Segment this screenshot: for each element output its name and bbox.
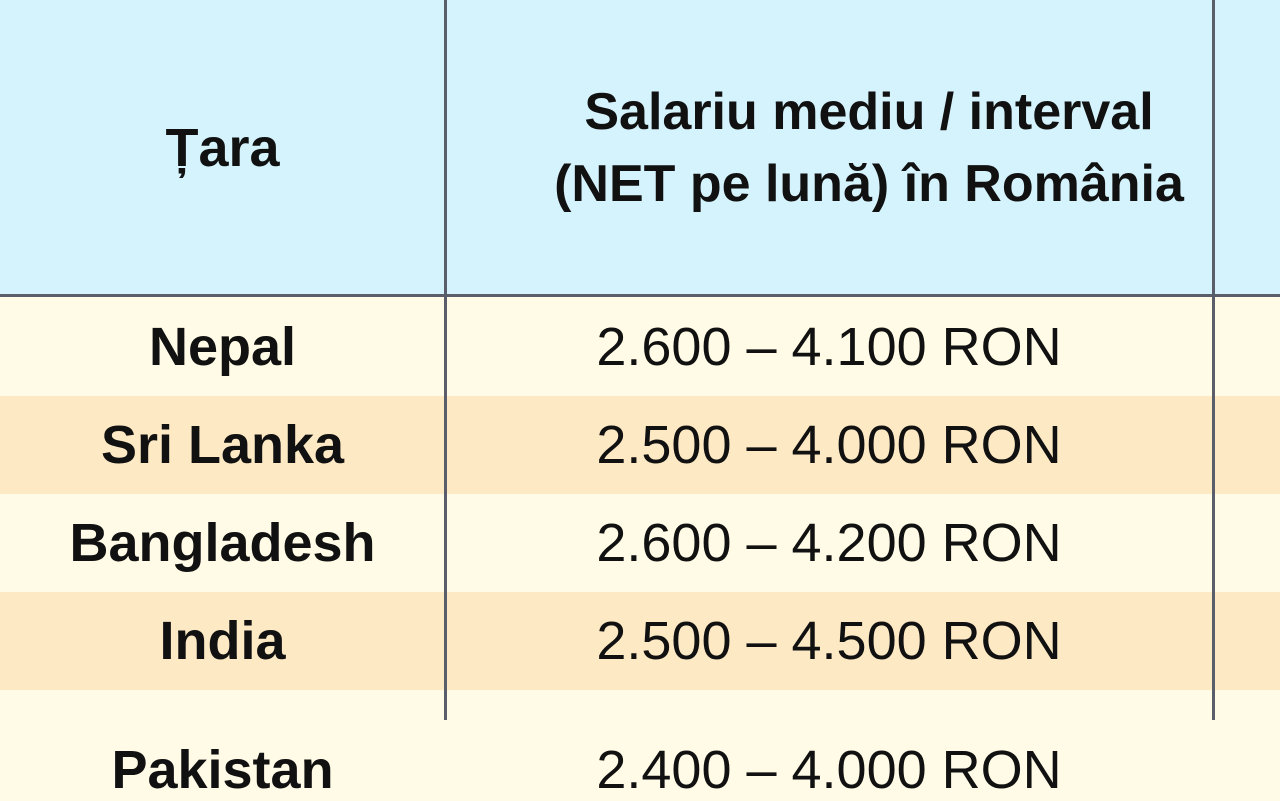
salary-cell: 2.400 – 4.000 RON bbox=[596, 740, 1062, 800]
column-divider bbox=[444, 0, 447, 720]
salary-cell: 2.600 – 4.200 RON bbox=[596, 513, 1062, 573]
header-divider bbox=[0, 294, 1280, 297]
table-header: Țara Salariu mediu / interval (NET pe lu… bbox=[0, 0, 1280, 295]
table-row: Sri Lanka 2.500 – 4.000 RON bbox=[0, 396, 1280, 494]
country-cell: Bangladesh bbox=[69, 513, 376, 573]
salary-cell: 2.600 – 4.100 RON bbox=[596, 316, 1062, 377]
header-country: Țara bbox=[165, 117, 280, 178]
header-salary: Salariu mediu / interval (NET pe lună) î… bbox=[554, 82, 1184, 213]
country-cell: Sri Lanka bbox=[100, 415, 345, 475]
salary-cell: 2.500 – 4.500 RON bbox=[596, 611, 1062, 671]
table-row: Bangladesh 2.600 – 4.200 RON bbox=[0, 494, 1280, 592]
column-divider bbox=[1212, 0, 1215, 720]
country-cell: Pakistan bbox=[111, 740, 334, 800]
table-row: Pakistan 2.400 – 4.000 RON bbox=[0, 690, 1280, 800]
table-row: Nepal 2.600 – 4.100 RON bbox=[0, 297, 1280, 396]
country-cell: India bbox=[159, 611, 286, 671]
salary-cell: 2.500 – 4.000 RON bbox=[596, 415, 1062, 475]
country-cell: Nepal bbox=[148, 316, 297, 377]
table-row: India 2.500 – 4.500 RON bbox=[0, 592, 1280, 690]
